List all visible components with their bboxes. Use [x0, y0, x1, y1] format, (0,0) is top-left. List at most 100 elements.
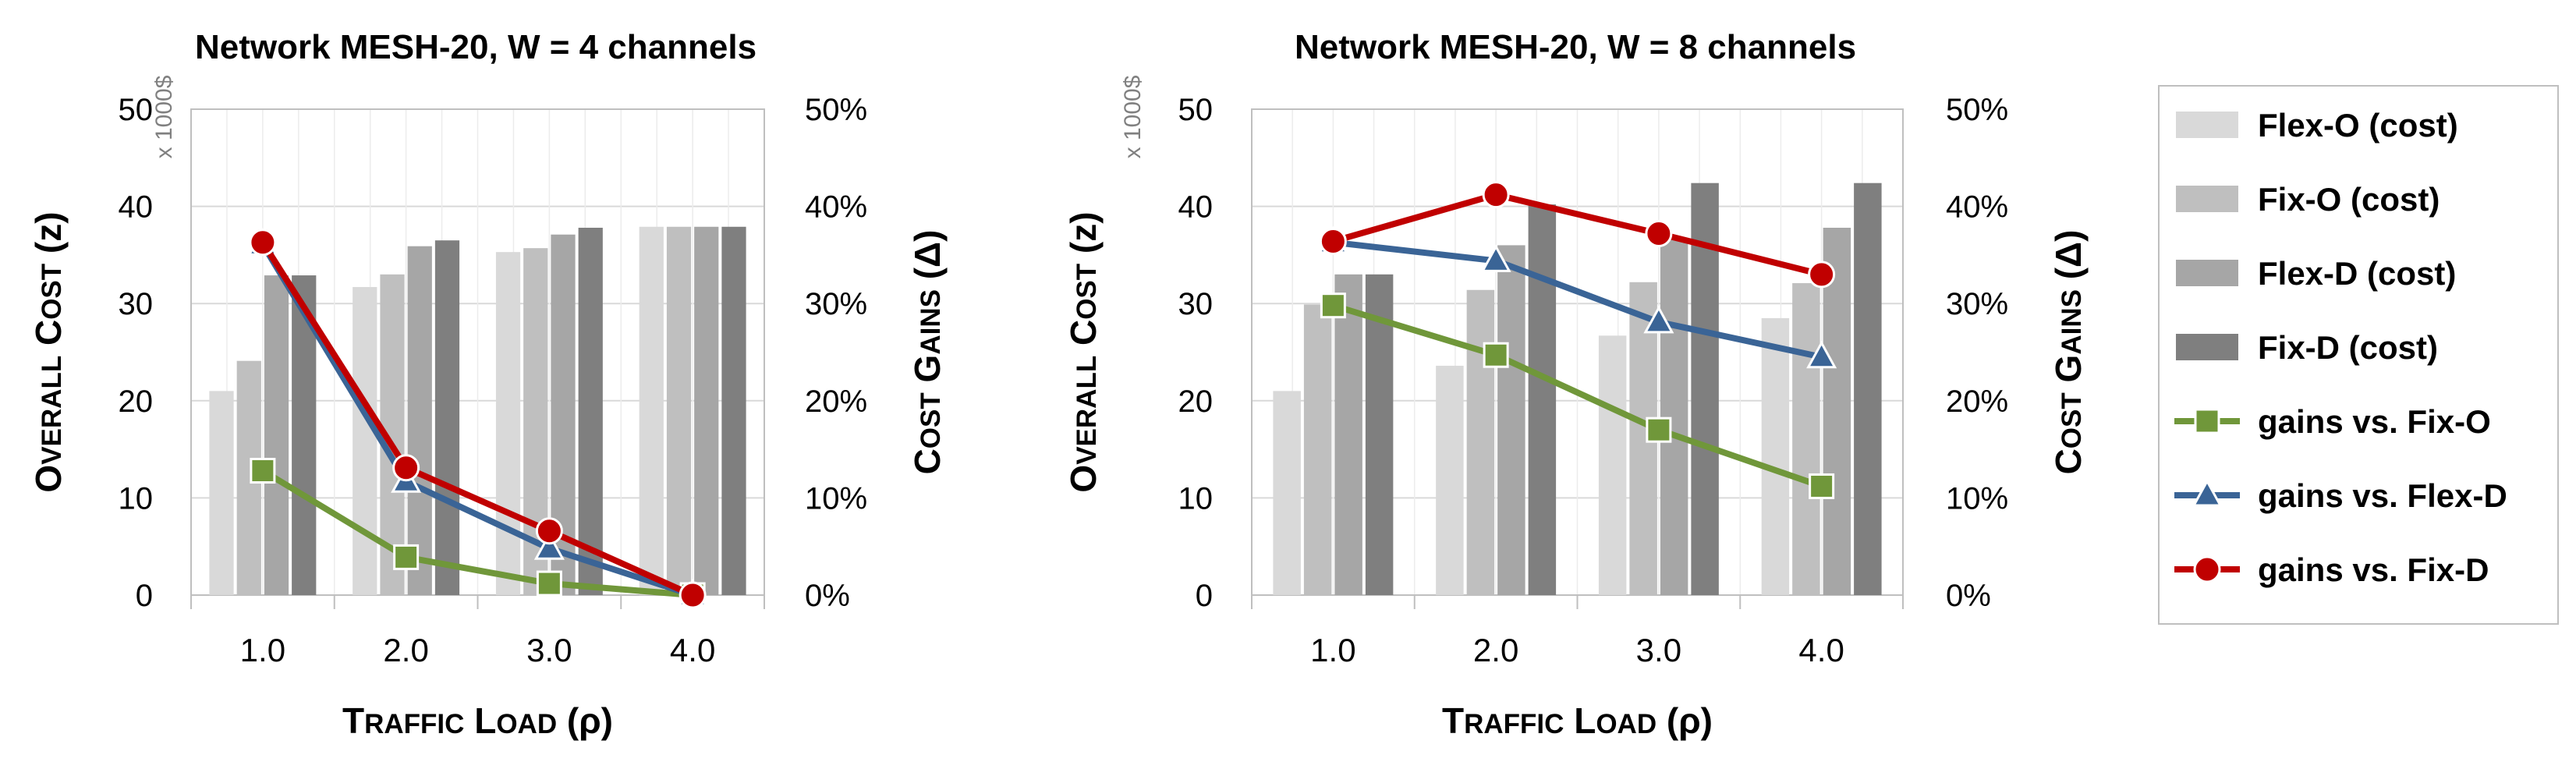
- bar: [1497, 245, 1525, 595]
- y2-tick-label: 20%: [805, 385, 867, 419]
- y-axis-label: OVERALL COST (z): [1063, 211, 1104, 492]
- legend-label: gains vs. Fix-O: [2258, 403, 2491, 440]
- bar: [1436, 365, 1464, 595]
- data-point: [1806, 340, 1837, 369]
- legend: Flex-O (cost) Fix-O (cost) Flex-D (cost) Fi…: [2158, 85, 2559, 625]
- data-point: [1646, 416, 1672, 443]
- data-point: [1643, 305, 1674, 334]
- series-line: [260, 468, 693, 598]
- data-point: [1482, 181, 1510, 209]
- chart-title: Network MESH-20, W = 8 channels: [1295, 28, 1856, 66]
- x-tick-label: 1.0: [240, 632, 285, 668]
- bar: [694, 226, 719, 595]
- y2-tick-label: 0%: [805, 579, 850, 613]
- legend-label: Fix-D (cost): [2258, 329, 2438, 366]
- bar: [1273, 391, 1301, 595]
- data-point: [535, 517, 563, 545]
- data-point: [679, 581, 707, 609]
- y2-tick-label: 40%: [1946, 190, 2008, 225]
- data-point: [250, 458, 276, 484]
- bar: [1792, 283, 1820, 595]
- legend-label: gains vs. Flex-D: [2258, 477, 2507, 514]
- x-tick-label: 1.0: [1310, 632, 1355, 668]
- legend-swatch: [2176, 334, 2238, 360]
- bar: [1528, 204, 1557, 595]
- y-tick-label: 0: [136, 579, 153, 613]
- legend-label: Flex-O (cost): [2258, 107, 2458, 144]
- data-point: [1319, 227, 1347, 255]
- series-line: [1332, 302, 1823, 490]
- chart-title: Network MESH-20, W = 4 channels: [195, 28, 757, 66]
- x-tick-label: 2.0: [1473, 632, 1518, 668]
- x-tick-label: 4.0: [670, 632, 715, 668]
- y2-tick-label: 0%: [1946, 579, 1991, 613]
- bar: [1334, 274, 1362, 595]
- y2-tick-label: 30%: [805, 287, 867, 321]
- y2-tick-label: 50%: [1946, 93, 2008, 127]
- y-tick-label: 40: [1178, 190, 1214, 225]
- data-point: [392, 454, 420, 482]
- chart-w8: Network MESH-20, W = 8 channels 0 10 20 30 40…: [1063, 28, 2089, 741]
- legend-marker: [2194, 408, 2220, 434]
- legend-label: Fix-O (cost): [2258, 181, 2440, 218]
- series-line: [260, 240, 694, 598]
- bar: [495, 252, 521, 595]
- y-tick-label: 40: [119, 190, 154, 225]
- y2-tick-label: 10%: [1946, 481, 2008, 516]
- y2-tick-label: 40%: [805, 190, 867, 225]
- legend-swatch: [2176, 260, 2238, 286]
- x-tick-label: 4.0: [1798, 632, 1844, 668]
- y-tick-label: 30: [119, 287, 154, 321]
- series-line: [1332, 191, 1823, 278]
- y-tick-label: 20: [119, 385, 154, 419]
- y2-axis-label: COST GAINS (Δ): [907, 230, 948, 475]
- legend-label: Flex-D (cost): [2258, 255, 2456, 292]
- x-axis-label: TRAFFIC LOAD (ρ): [342, 700, 613, 741]
- x-tick-label: 2.0: [383, 632, 428, 668]
- y2-tick-label: 30%: [1946, 287, 2008, 321]
- bar: [264, 275, 289, 595]
- unit-note: x 1000$: [151, 75, 177, 158]
- legend-marker: [2192, 478, 2223, 507]
- unit-note: x 1000$: [1120, 75, 1146, 158]
- bar: [721, 226, 746, 595]
- bar: [1303, 304, 1332, 595]
- bar: [1466, 289, 1495, 595]
- legend-marker: [2193, 555, 2221, 583]
- x-axis-label: TRAFFIC LOAD (ρ): [1442, 700, 1713, 741]
- legend-swatch: [2176, 112, 2238, 138]
- data-point: [1808, 260, 1836, 289]
- y-tick-label: 30: [1178, 287, 1214, 321]
- data-point: [249, 229, 277, 257]
- x-tick-label: 3.0: [1636, 632, 1681, 668]
- legend-swatch: [2176, 186, 2238, 212]
- y2-tick-label: 20%: [1946, 385, 2008, 419]
- data-point: [1320, 292, 1346, 319]
- bar: [1365, 274, 1394, 595]
- bar: [1691, 183, 1719, 596]
- series-line: [260, 243, 694, 598]
- y-tick-label: 10: [119, 481, 154, 516]
- y2-tick-label: 10%: [805, 481, 867, 516]
- data-point: [1809, 473, 1835, 499]
- y-tick-label: 0: [1196, 579, 1213, 613]
- x-tick-label: 3.0: [526, 632, 572, 668]
- bar: [353, 287, 377, 595]
- bar: [407, 246, 432, 595]
- bar: [1854, 183, 1882, 596]
- data-point: [1480, 244, 1511, 272]
- bar: [666, 226, 692, 595]
- y-axis-label: OVERALL COST (z): [28, 211, 69, 492]
- chart-w4: Network MESH-20, W = 4 channels 0 10 20 30 40…: [28, 28, 948, 741]
- y-tick-label: 50: [119, 93, 154, 127]
- y2-axis-label: COST GAINS (Δ): [2048, 230, 2089, 475]
- data-point: [393, 544, 420, 570]
- data-point: [533, 532, 565, 560]
- bar: [639, 226, 664, 595]
- data-point: [1483, 342, 1509, 368]
- y-tick-label: 50: [1178, 93, 1214, 127]
- bar: [578, 228, 603, 595]
- bar: [1761, 317, 1790, 595]
- data-point: [536, 570, 562, 597]
